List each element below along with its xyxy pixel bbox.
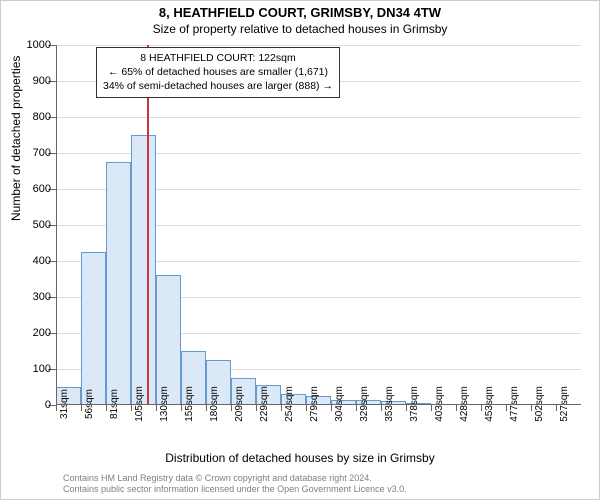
gridline [56,45,581,46]
info-line-2: ← 65% of detached houses are smaller (1,… [103,65,333,79]
y-tick-label: 600 [11,183,51,195]
x-tick [506,405,507,411]
x-tick [131,405,132,411]
reference-line [147,45,149,405]
attribution-line-1: Contains HM Land Registry data © Crown c… [63,473,407,484]
chart-container: 8, HEATHFIELD COURT, GRIMSBY, DN34 4TW S… [0,0,600,500]
y-tick-label: 0 [11,399,51,411]
histogram-bar [131,135,156,405]
x-tick [556,405,557,411]
histogram-bar [81,252,106,405]
histogram-bar [106,162,131,405]
x-tick [156,405,157,411]
chart-subtitle: Size of property relative to detached ho… [1,22,599,36]
x-tick [481,405,482,411]
info-line-3: 34% of semi-detached houses are larger (… [103,79,333,93]
chart-title: 8, HEATHFIELD COURT, GRIMSBY, DN34 4TW [1,5,599,20]
x-tick [231,405,232,411]
x-tick [181,405,182,411]
y-tick-label: 800 [11,111,51,123]
x-tick [81,405,82,411]
y-tick-label: 900 [11,75,51,87]
gridline [56,117,581,118]
x-tick [531,405,532,411]
attribution-line-2: Contains public sector information licen… [63,484,407,495]
info-line-1: 8 HEATHFIELD COURT: 122sqm [103,51,333,65]
y-tick-label: 500 [11,219,51,231]
y-tick-label: 1000 [11,39,51,51]
x-tick [356,405,357,411]
y-tick-label: 700 [11,147,51,159]
info-box: 8 HEATHFIELD COURT: 122sqm ← 65% of deta… [96,47,340,98]
y-tick-label: 400 [11,255,51,267]
x-tick [281,405,282,411]
x-tick [431,405,432,411]
x-tick [56,405,57,411]
x-tick [381,405,382,411]
x-tick [106,405,107,411]
x-tick [456,405,457,411]
y-axis-line [56,45,57,405]
y-tick-label: 300 [11,291,51,303]
x-axis-label: Distribution of detached houses by size … [1,451,599,465]
y-tick-label: 100 [11,363,51,375]
x-tick [206,405,207,411]
x-tick [406,405,407,411]
plot-area: 0100200300400500600700800900100031sqm56s… [56,45,581,405]
y-tick-label: 200 [11,327,51,339]
x-tick [256,405,257,411]
attribution: Contains HM Land Registry data © Crown c… [63,473,407,496]
x-tick [306,405,307,411]
x-tick [331,405,332,411]
x-axis-line [56,404,581,405]
